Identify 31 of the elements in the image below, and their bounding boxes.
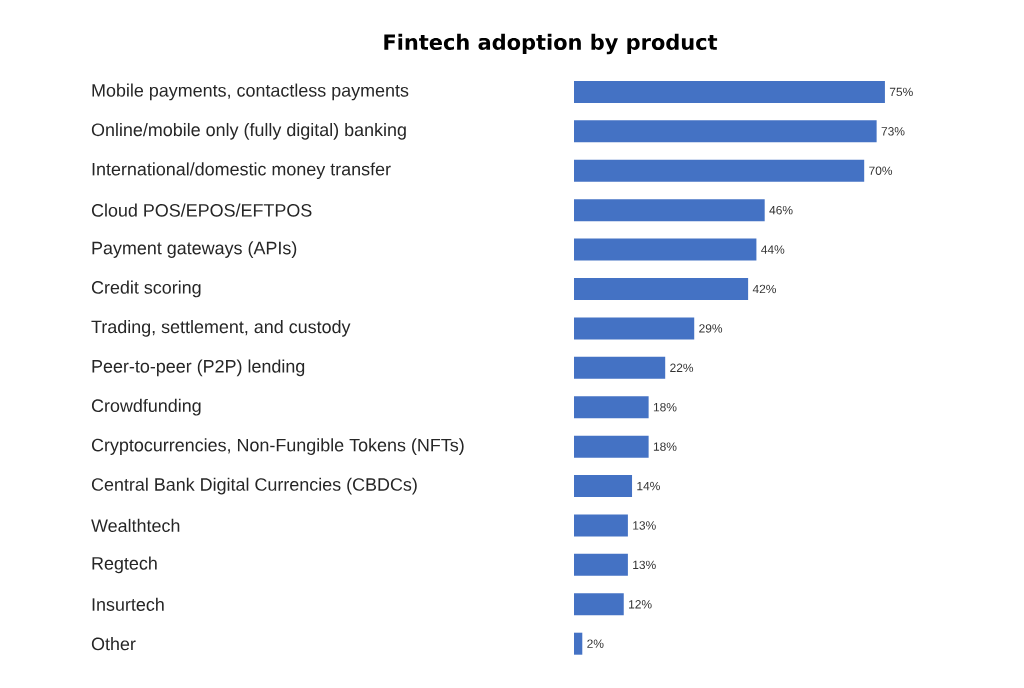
y-tick-label: Crowdfunding [91, 398, 201, 416]
bar [574, 80, 885, 103]
bar [574, 475, 633, 498]
bar [574, 356, 666, 379]
bar [574, 632, 583, 655]
y-tick-label: Credit scoring [91, 280, 201, 298]
y-tick-label: Cryptocurrencies, Non-Fungible Tokens (NFTs) [91, 438, 464, 455]
bar [574, 396, 649, 419]
y-tick-label: Central Bank Digital Currencies (CBDCs) [91, 477, 417, 495]
bar [574, 120, 877, 143]
y-tick-label: Trading, settlement, and custody [91, 320, 351, 337]
bar [574, 514, 628, 537]
bar [574, 317, 695, 340]
y-tick-label: International/domestic money transfer [92, 162, 391, 180]
bar [574, 199, 765, 222]
y-tick-label: Online/mobile only (fully digital) banking [91, 122, 406, 140]
chart-title: Fintech adoption by product [384, 33, 718, 55]
bar [574, 435, 649, 458]
y-tick-label: Regtech [92, 556, 157, 574]
bar [574, 277, 749, 300]
y-tick-label: Mobile payments, contactless payments [92, 83, 409, 101]
bar [574, 159, 865, 182]
bar [574, 238, 757, 261]
y-tick-label: Insurtech [92, 597, 164, 611]
y-tick-label: Other [91, 637, 136, 651]
y-tick-label: Payment gateways (APIs) [92, 241, 297, 258]
bar [574, 553, 628, 576]
y-tick-label: Wealthtech [91, 518, 180, 533]
y-tick-label: Cloud POS/EPOS/EFTPOS [91, 203, 312, 217]
bar [574, 593, 624, 616]
y-tick-label: Peer-to-peer (P2P) lending [92, 359, 305, 377]
